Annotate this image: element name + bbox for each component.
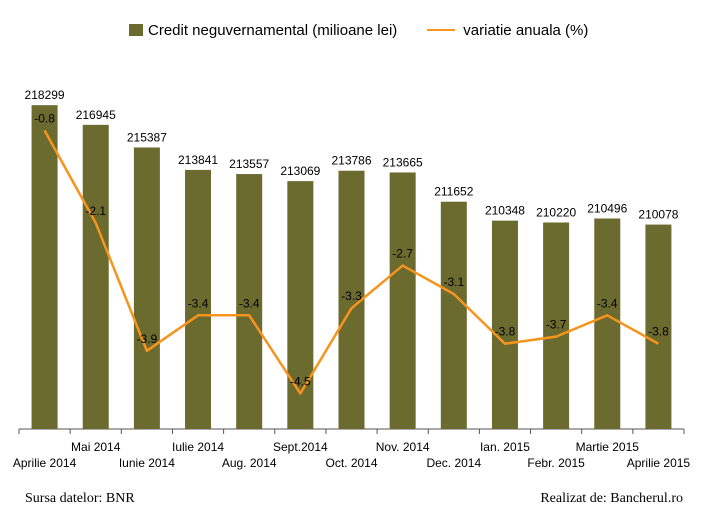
source-note: Sursa datelor: BNR [25, 491, 135, 506]
line-value-label: -4.5 [290, 374, 311, 388]
x-tick-label: Sept.2014 [273, 440, 328, 454]
line-value-label: -3.8 [495, 325, 516, 339]
series-line [43, 129, 660, 395]
bar [185, 169, 212, 429]
bar-value-label: 213665 [383, 155, 423, 169]
chart-legend: Credit neguvernamental (milioane lei) va… [129, 20, 618, 40]
x-tick-label: Iulie 2014 [172, 440, 224, 454]
bar-value-label: 210220 [536, 206, 576, 220]
x-tick-label: Febr. 2015 [527, 456, 585, 470]
line-value-label: -2.1 [85, 204, 106, 218]
bar-value-label: 213069 [280, 164, 320, 178]
x-tick-label: Mai 2014 [71, 440, 121, 454]
bar-value-label: 215387 [127, 130, 167, 144]
x-tick-label: Iunie 2014 [119, 456, 175, 470]
x-tick-label: Martie 2015 [576, 440, 640, 454]
x-tick-label: Aug. 2014 [222, 456, 277, 470]
line-value-label: -2.7 [392, 247, 413, 261]
x-tick-label: Aprilie 2014 [13, 456, 77, 470]
bar [389, 172, 416, 429]
line-value-label: -3.7 [546, 318, 567, 332]
x-tick-label: Ian. 2015 [480, 440, 530, 454]
line-value-label: -3.9 [137, 332, 158, 346]
bar [543, 222, 570, 429]
bar [236, 174, 263, 429]
line-value-label: -3.4 [239, 296, 260, 310]
bar [287, 181, 314, 429]
bar [645, 224, 672, 429]
bar-value-label: 210348 [485, 204, 525, 218]
x-tick-label: Oct. 2014 [325, 456, 377, 470]
bar-value-label: 218299 [25, 88, 65, 102]
x-tick-label: Nov. 2014 [376, 440, 430, 454]
line-value-label: -3.4 [597, 296, 618, 310]
line-value-label: -3.4 [188, 296, 209, 310]
bar-value-label: 213557 [229, 157, 269, 171]
legend-item-bars: Credit neguvernamental (milioane lei) [129, 22, 397, 39]
line-value-label: -0.8 [34, 112, 55, 126]
bar-value-label: 210078 [638, 208, 678, 222]
bar-value-label: 211652 [434, 185, 473, 199]
bar-value-label: 213841 [178, 153, 218, 167]
legend-item-line: variatie anuala (%) [427, 22, 588, 39]
line-value-label: -3.3 [341, 289, 362, 303]
bar-value-label: 216945 [76, 108, 116, 122]
bar [594, 218, 621, 429]
x-tick-label: Aprilie 2015 [627, 456, 691, 470]
bar [82, 124, 109, 430]
legend-bar-label: Credit neguvernamental (milioane lei) [148, 21, 398, 39]
line-value-label: -3.8 [648, 325, 669, 339]
bar-value-label: 213786 [331, 154, 371, 168]
bar [133, 147, 160, 429]
line-value-label: -3.1 [443, 275, 464, 289]
legend-line-label: variatie anuala (%) [463, 21, 589, 39]
credit-note: Realizat de: Bancherul.ro [540, 491, 683, 506]
bar-value-label: 210496 [587, 201, 627, 215]
bar [31, 105, 58, 429]
x-tick-label: Dec. 2014 [426, 456, 481, 470]
legend-line-swatch [427, 29, 456, 31]
bar [440, 201, 467, 429]
legend-bar-swatch [129, 24, 143, 36]
bar [491, 220, 518, 429]
